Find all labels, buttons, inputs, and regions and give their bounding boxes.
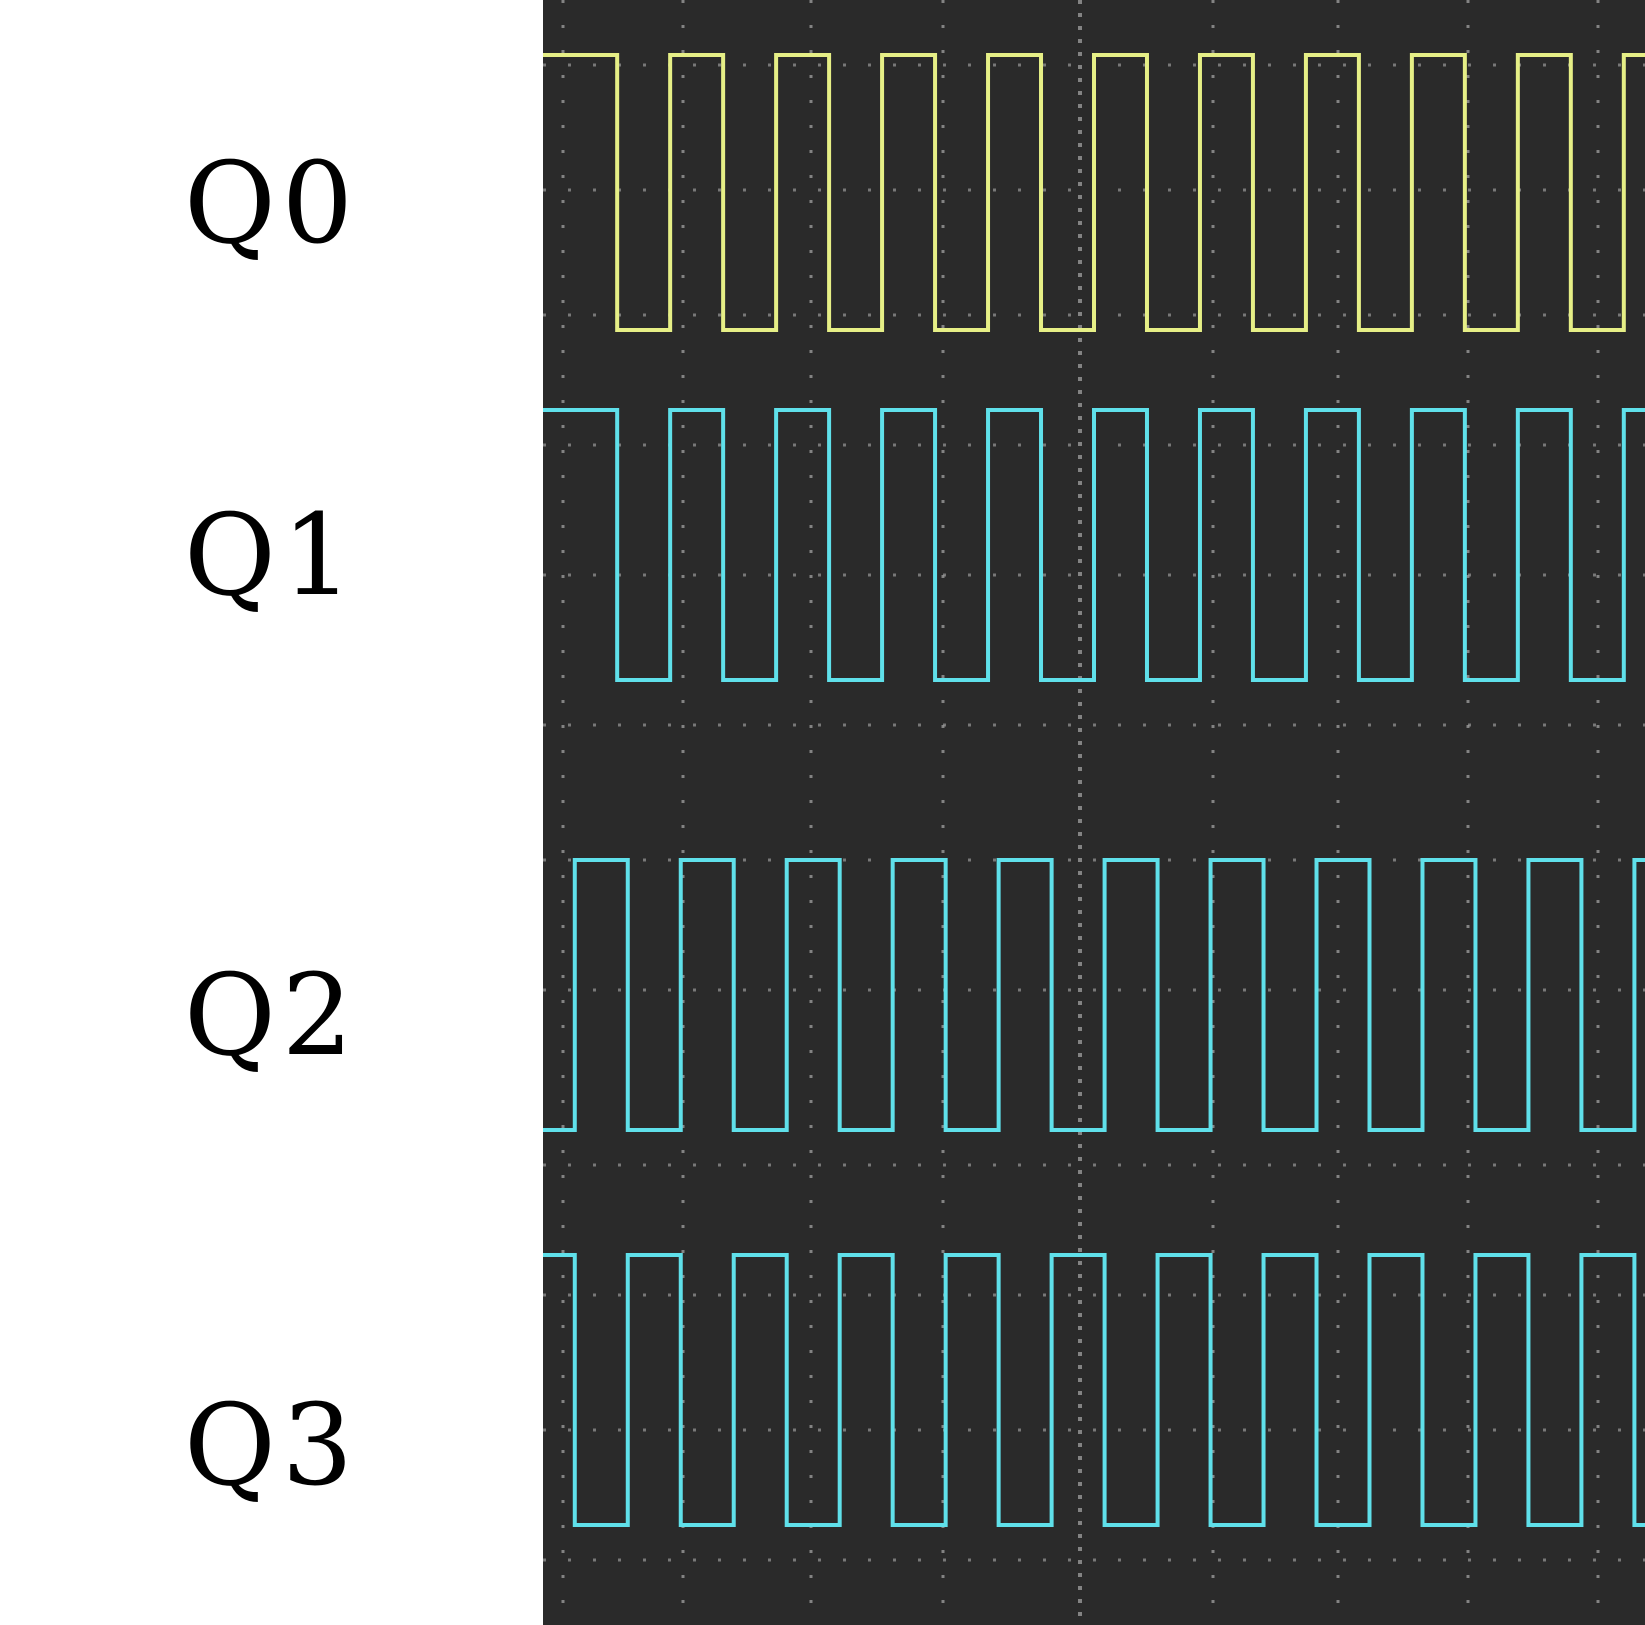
- trace-q0: [543, 53, 1645, 332]
- oscilloscope-display: [543, 0, 1645, 1625]
- channel-label-column: Q0 Q1 Q2 Q3: [0, 0, 543, 1625]
- channel-label-q3: Q3: [183, 1381, 360, 1511]
- trace-q3: [543, 1253, 1645, 1527]
- trace-q2: [543, 858, 1645, 1132]
- channel-label-q1: Q1: [183, 491, 360, 621]
- channel-label-q2: Q2: [183, 951, 360, 1081]
- oscilloscope-screen: [543, 0, 1645, 1625]
- channel-label-q0: Q0: [183, 139, 360, 269]
- trace-q1: [543, 408, 1645, 682]
